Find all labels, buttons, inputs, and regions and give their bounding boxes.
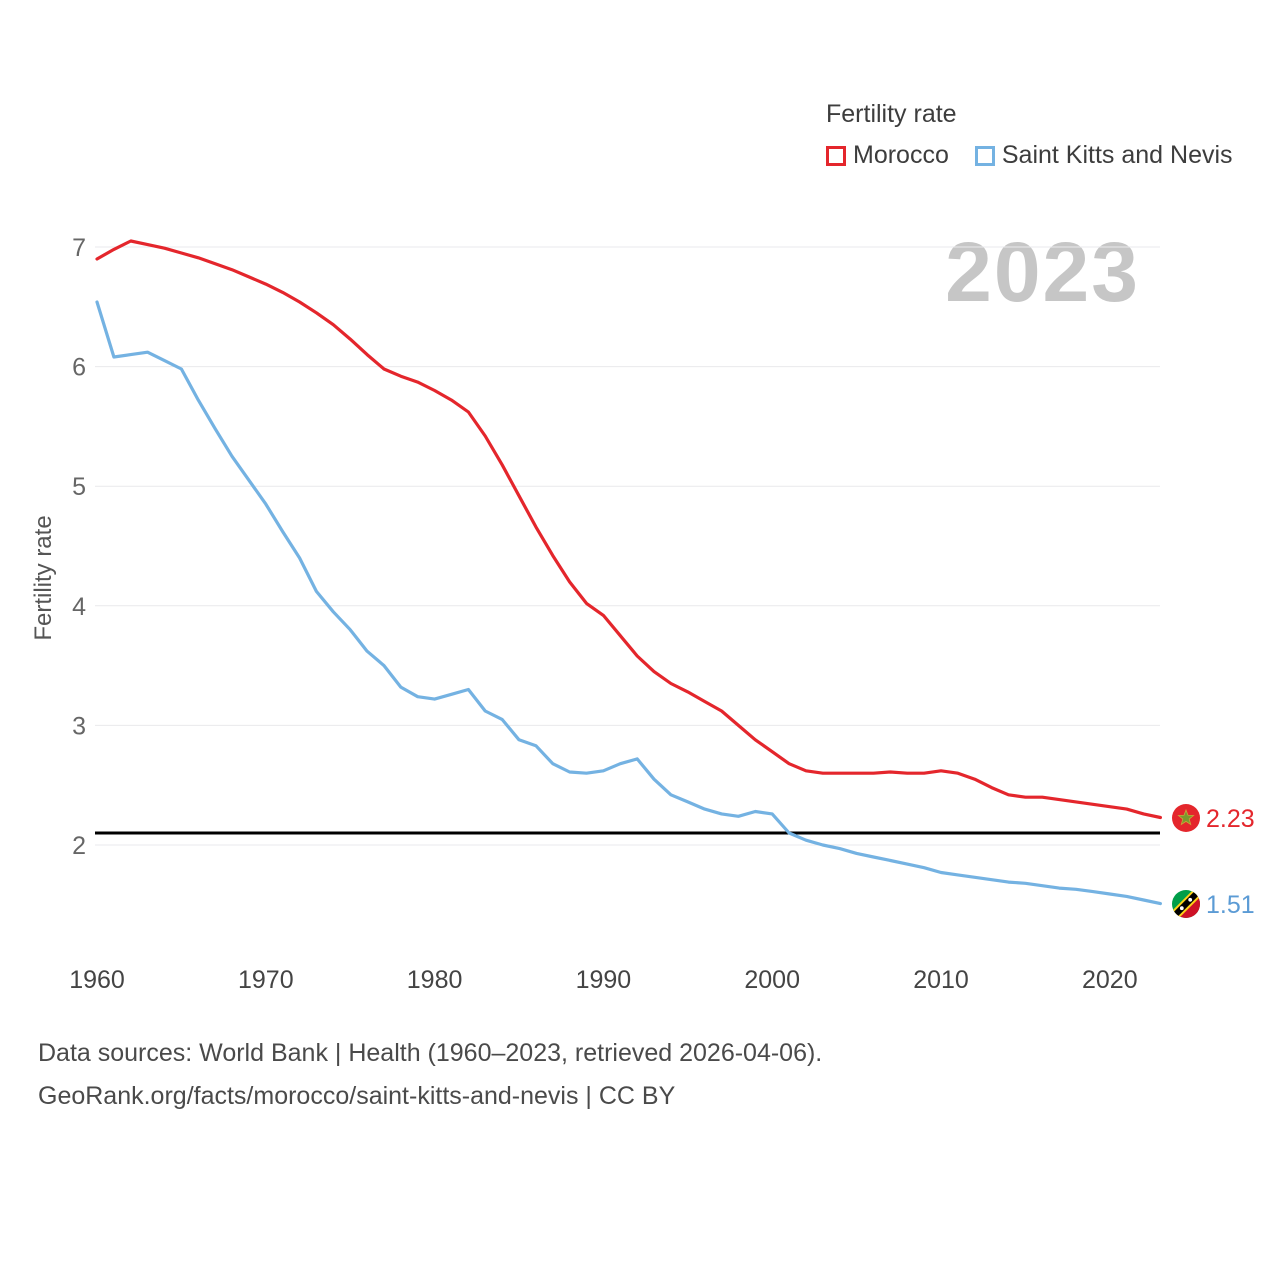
y-tick-label: 5 <box>72 473 86 501</box>
y-tick-label: 6 <box>72 354 86 382</box>
saint-kitts-series-swatch-icon <box>974 145 995 166</box>
saint-kitts-end-value: 1.51 <box>1206 891 1255 919</box>
y-tick-label: 7 <box>72 234 86 262</box>
x-tick-label: 2000 <box>744 966 800 994</box>
saint-kitts-flag-icon <box>1172 890 1200 918</box>
x-tick-label: 1970 <box>238 966 294 994</box>
morocco-flag-icon <box>1172 804 1200 832</box>
legend-title: Fertility rate <box>826 100 957 128</box>
legend-item-saint-kitts: Saint Kitts and Nevis <box>974 141 1233 170</box>
x-tick-label: 1960 <box>69 966 125 994</box>
x-tick-label: 1980 <box>407 966 463 994</box>
y-tick-label: 2 <box>72 832 86 860</box>
series-line <box>95 239 1163 820</box>
morocco-series-swatch-icon <box>826 145 846 166</box>
footer: Data sources: World Bank | Health (1960–… <box>38 1032 822 1118</box>
series-line <box>95 300 1163 906</box>
legend-items: Morocco Saint Kitts and Nevis <box>826 141 1233 170</box>
x-tick-label: 2010 <box>913 966 969 994</box>
legend-label-saint-kitts: Saint Kitts and Nevis <box>1001 141 1233 169</box>
legend: Fertility rate Morocco Saint Kitts and N… <box>826 100 1233 170</box>
legend-item-morocco: Morocco <box>826 141 949 170</box>
year-watermark: 2023 <box>945 225 1140 319</box>
x-tick-label: 1990 <box>576 966 632 994</box>
x-tick-label: 2020 <box>1082 966 1138 994</box>
morocco-end-value: 2.23 <box>1206 805 1255 833</box>
data-sources-line: Data sources: World Bank | Health (1960–… <box>38 1039 823 1067</box>
y-tick-label: 4 <box>72 593 86 621</box>
y-tick-label: 3 <box>72 712 86 740</box>
attribution-line: GeoRank.org/facts/morocco/saint-kitts-an… <box>38 1082 676 1110</box>
legend-label-morocco: Morocco <box>853 141 949 169</box>
chart-plot-area: 2 3 4 5 6 7 1960 1970 1980 1990 2000 2010 2020 <box>69 234 1163 994</box>
